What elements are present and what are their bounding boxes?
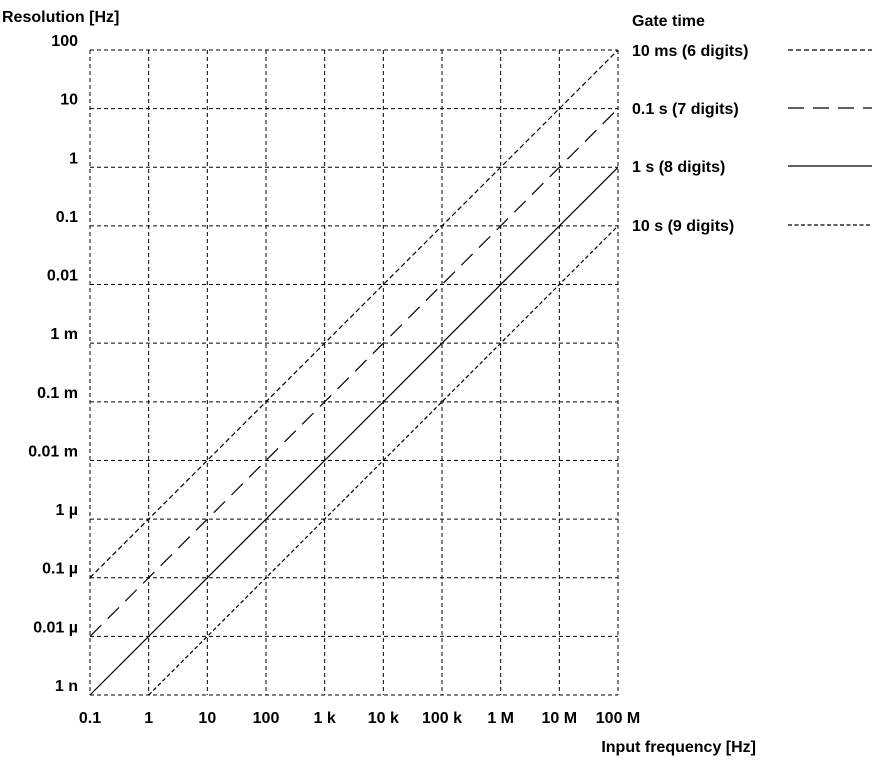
x-tick-label: 100 M [596, 710, 640, 727]
y-tick-label: 0.1 [56, 209, 78, 226]
x-tick-label: 1 [144, 710, 153, 727]
x-tick-label: 10 [198, 710, 216, 727]
y-axis-title: Resolution [Hz] [2, 9, 119, 26]
legend-entry-label: 10 ms (6 digits) [632, 43, 748, 60]
y-tick-label: 1 [69, 150, 78, 167]
series-line-2 [89, 166, 619, 696]
y-tick-label: 0.1 µ [42, 561, 78, 578]
legend-entry-label: 0.1 s (7 digits) [632, 101, 739, 118]
legend: 10 ms (6 digits) 0.1 s (7 digits) 1 s (8 d… [632, 43, 872, 235]
series-line-3 [148, 225, 619, 696]
series-lines [89, 49, 619, 696]
x-tick-label: 1 k [314, 710, 336, 727]
x-tick-label: 100 k [422, 710, 462, 727]
x-tick-label: 1 M [487, 710, 514, 727]
y-tick-label: 1 m [50, 326, 78, 343]
legend-entry-label: 10 s (9 digits) [632, 218, 734, 235]
y-tick-label: 100 [51, 33, 78, 50]
x-tick-label: 100 [253, 710, 280, 727]
y-tick-label: 10 [60, 92, 78, 109]
legend-title: Gate time [632, 13, 705, 30]
x-tick-label: 10 k [368, 710, 399, 727]
x-tick-label: 10 M [542, 710, 578, 727]
y-tick-label: 0.1 m [37, 385, 78, 402]
y-tick-label: 0.01 µ [33, 619, 78, 636]
tick-labels: 0.1 1 10 100 1 k 10 k 100 k 1 M 10 M 100 M 100 10 1 0… [28, 33, 640, 727]
y-tick-label: 1 µ [55, 502, 78, 519]
series-line-1 [89, 108, 619, 637]
grid [89, 49, 619, 696]
x-tick-label: 0.1 [79, 710, 101, 727]
legend-entry-label: 1 s (8 digits) [632, 159, 725, 176]
series-line-0 [89, 49, 619, 579]
y-tick-label: 1 n [55, 678, 78, 695]
y-tick-label: 0.01 [47, 268, 78, 285]
x-axis-title: Input frequency [Hz] [601, 739, 756, 756]
y-tick-label: 0.01 m [28, 443, 78, 460]
